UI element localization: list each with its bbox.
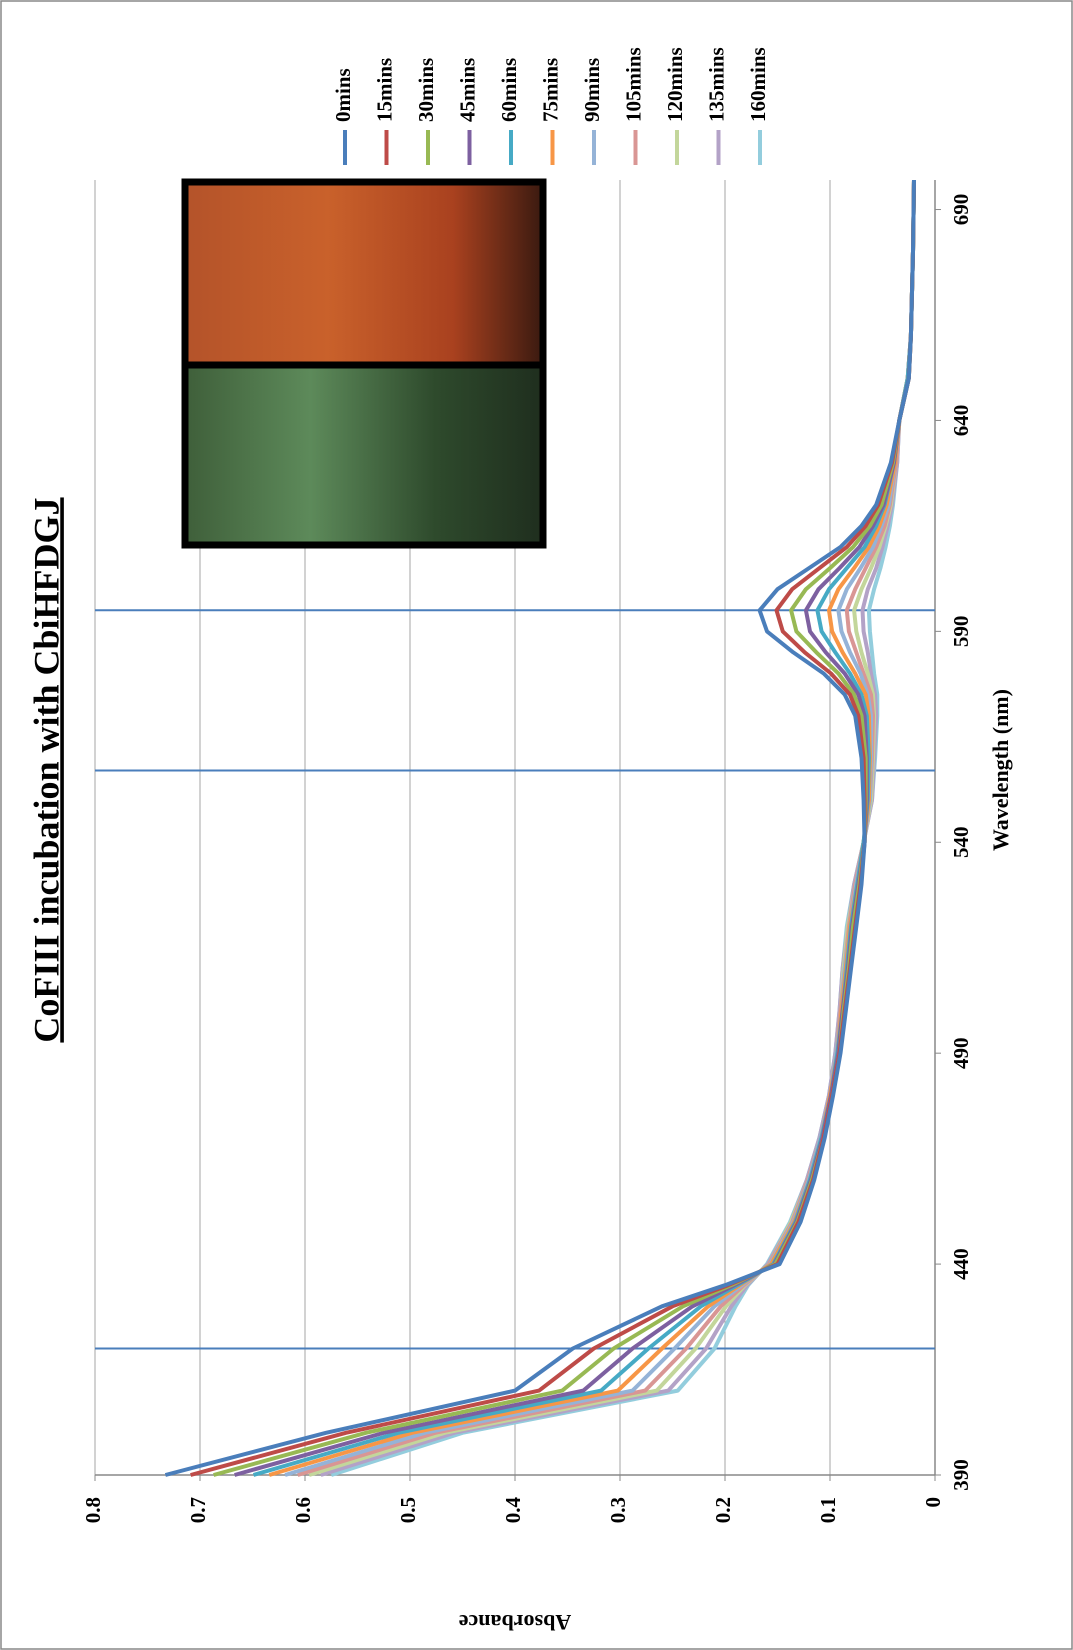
series-line bbox=[164, 179, 916, 1477]
legend-label: 135mins bbox=[704, 47, 728, 122]
y-tick-label: 0.4 bbox=[501, 1497, 525, 1524]
y-tick-label: 0.2 bbox=[711, 1497, 735, 1523]
legend-label: 0mins bbox=[331, 68, 355, 122]
y-tick-label: 0.6 bbox=[291, 1497, 315, 1523]
legend-label: 105mins bbox=[621, 47, 645, 122]
photo-green bbox=[185, 365, 543, 545]
x-tick-label: 690 bbox=[949, 194, 973, 226]
inset-photos bbox=[181, 178, 547, 549]
x-tick-label: 540 bbox=[949, 827, 973, 859]
x-tick-label: 640 bbox=[949, 405, 973, 437]
legend-label: 90mins bbox=[580, 58, 604, 122]
y-axis-title: Absorbance bbox=[459, 1610, 572, 1635]
legend-label: 30mins bbox=[414, 58, 438, 122]
legend-label: 160mins bbox=[746, 47, 770, 122]
photo-orange bbox=[185, 182, 543, 365]
x-tick-label: 440 bbox=[949, 1248, 973, 1280]
x-tick-label: 390 bbox=[949, 1459, 973, 1491]
y-tick-label: 0.5 bbox=[396, 1497, 420, 1523]
y-tick-label: 0.1 bbox=[816, 1497, 840, 1523]
y-tick-label: 0.3 bbox=[606, 1497, 630, 1523]
x-tick-label: 490 bbox=[949, 1037, 973, 1069]
y-tick-label: 0.8 bbox=[81, 1497, 105, 1523]
x-tick-label: 590 bbox=[949, 616, 973, 648]
y-tick-label: 0 bbox=[921, 1497, 945, 1508]
legend-label: 120mins bbox=[663, 47, 687, 122]
legend-label: 60mins bbox=[497, 58, 521, 122]
chart-title: CoFIII incubation with CbiHFDGJ bbox=[26, 497, 66, 1042]
rotated-chart: CoFIII incubation with CbiHFDGJ Waveleng… bbox=[26, 47, 1013, 1635]
y-tick-label: 0.7 bbox=[186, 1497, 210, 1523]
legend-label: 75mins bbox=[538, 58, 562, 122]
legend-label: 15mins bbox=[372, 58, 396, 122]
legend-label: 45mins bbox=[455, 58, 479, 122]
x-axis-title: Wavelength (nm) bbox=[988, 689, 1013, 851]
